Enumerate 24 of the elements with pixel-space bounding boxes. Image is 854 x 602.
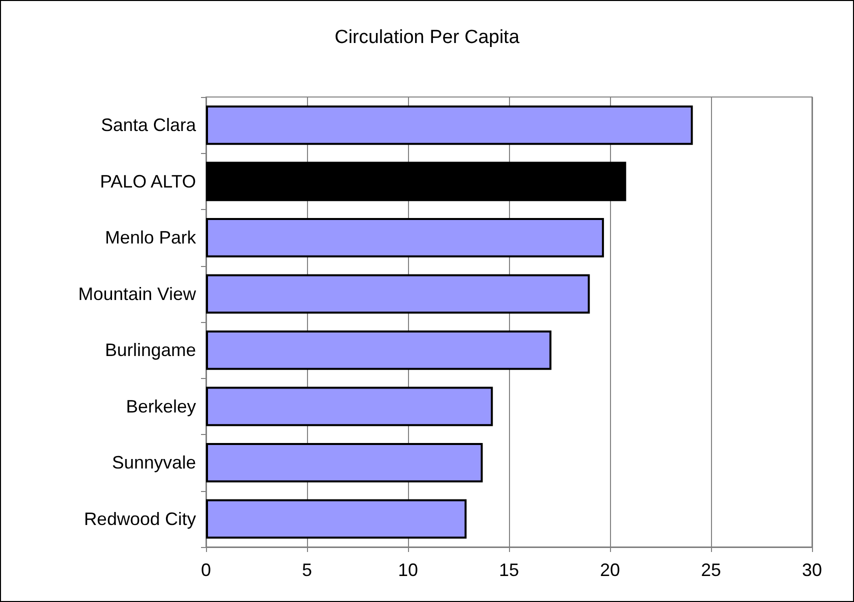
bar [206,274,590,314]
x-tick-label: 15 [498,560,520,580]
y-tick-label: Menlo Park [104,228,197,248]
bar [206,499,467,539]
x-tick-label: 0 [200,560,212,580]
y-tick-label: Mountain View [78,284,197,304]
y-tick-label: Sunnyvale [112,452,196,473]
y-tick-label: Redwood City [84,508,196,529]
bar [206,105,693,145]
x-tick-label: 5 [302,560,312,580]
x-tick-label: 10 [398,560,418,580]
bar [206,162,626,202]
bar [206,442,483,482]
x-tick-label: 25 [700,560,722,580]
y-tick-label: Berkeley [126,396,196,416]
x-tick-label: 20 [600,560,620,580]
bar [206,386,493,426]
chart-title: Circulation Per Capita [334,27,520,48]
bar [206,218,604,258]
x-tick-label: 30 [802,560,822,580]
bar [206,330,552,370]
y-tick-label: Burlingame [104,340,196,360]
y-tick-label: PALO ALTO [100,171,196,192]
y-tick-label: Santa Clara [100,115,197,136]
